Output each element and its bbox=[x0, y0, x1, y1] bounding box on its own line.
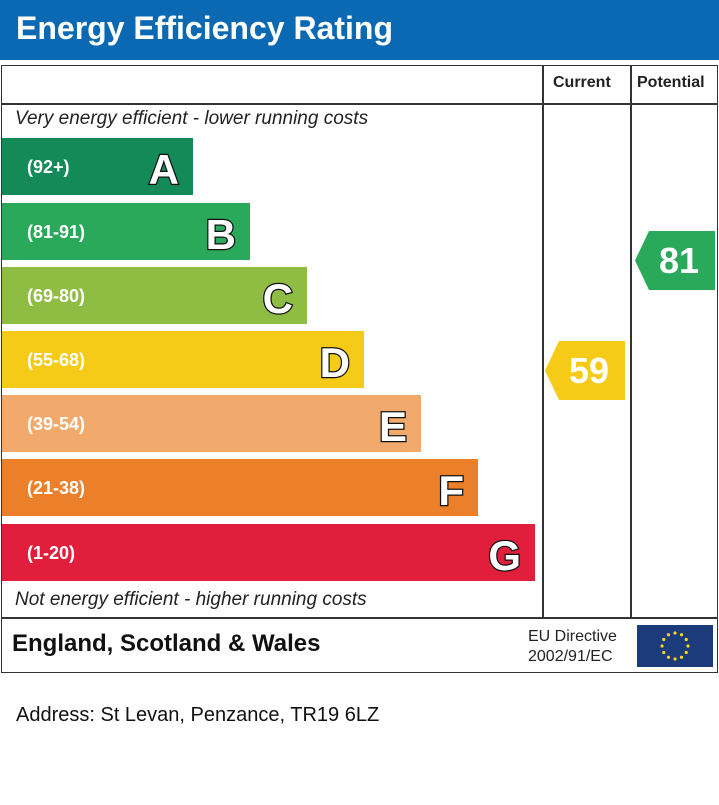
star-icon bbox=[673, 657, 677, 661]
band-range-label: (81-91) bbox=[27, 222, 85, 242]
country-label: England, Scotland & Wales bbox=[12, 630, 321, 657]
band-bar-G bbox=[2, 524, 535, 581]
star-icon bbox=[660, 644, 664, 648]
bottom-note: Not energy efficient - higher running co… bbox=[15, 589, 367, 610]
rating-bars: (92+) A (81-91) B (69-80) C (55-68) D (39-54) E (2… bbox=[2, 138, 715, 581]
band-range-label: (21-38) bbox=[27, 478, 85, 498]
divider bbox=[2, 103, 717, 105]
chart-title: Energy Efficiency Rating bbox=[16, 10, 393, 46]
star-icon bbox=[684, 650, 688, 655]
header-bar bbox=[0, 0, 719, 60]
star-icon bbox=[666, 633, 671, 637]
band-range-label: (92+) bbox=[27, 157, 70, 177]
star-icon bbox=[686, 644, 690, 648]
divider bbox=[630, 66, 632, 618]
band-bar-E bbox=[2, 395, 421, 452]
current-rating-value: 59 bbox=[569, 350, 609, 391]
address: Address: St Levan, Penzance, TR19 6LZ bbox=[16, 704, 380, 726]
directive-line1: EU Directive bbox=[528, 628, 617, 645]
rating-frame bbox=[1, 65, 718, 673]
eu-directive: EU Directive 2002/91/EC bbox=[528, 627, 617, 667]
star-icon bbox=[662, 637, 666, 642]
band-letter: F bbox=[438, 467, 464, 514]
band-bar-F bbox=[2, 459, 478, 516]
band-bar-C bbox=[2, 267, 307, 324]
band-bar-D bbox=[2, 331, 364, 388]
band-letter: G bbox=[488, 532, 521, 579]
star-icon bbox=[679, 633, 684, 637]
potential-rating-value: 81 bbox=[659, 240, 699, 281]
divider bbox=[2, 617, 717, 619]
top-note: Very energy efficient - lower running co… bbox=[15, 108, 369, 129]
eu-flag-icon bbox=[637, 625, 713, 667]
band-letter: A bbox=[149, 146, 179, 193]
star-icon bbox=[679, 655, 684, 659]
star-icon bbox=[684, 637, 688, 642]
star-icon bbox=[666, 655, 671, 659]
band-letter: B bbox=[206, 211, 236, 258]
band-bar-A bbox=[2, 138, 193, 195]
divider bbox=[542, 66, 544, 618]
band-bar-B bbox=[2, 203, 250, 260]
band-range-label: (69-80) bbox=[27, 286, 85, 306]
band-range-label: (39-54) bbox=[27, 414, 85, 434]
band-range-label: (1-20) bbox=[27, 543, 75, 563]
column-header-current: Current bbox=[553, 74, 611, 91]
band-letter: D bbox=[320, 339, 350, 386]
star-icon bbox=[662, 650, 666, 655]
band-range-label: (55-68) bbox=[27, 350, 85, 370]
band-letter: C bbox=[263, 275, 293, 322]
potential-rating-arrow bbox=[635, 231, 715, 290]
star-icon bbox=[673, 631, 677, 635]
column-header-potential: Potential bbox=[637, 74, 705, 91]
band-letter: E bbox=[379, 403, 407, 450]
directive-line2: 2002/91/EC bbox=[528, 648, 613, 665]
current-rating-arrow bbox=[545, 341, 625, 400]
